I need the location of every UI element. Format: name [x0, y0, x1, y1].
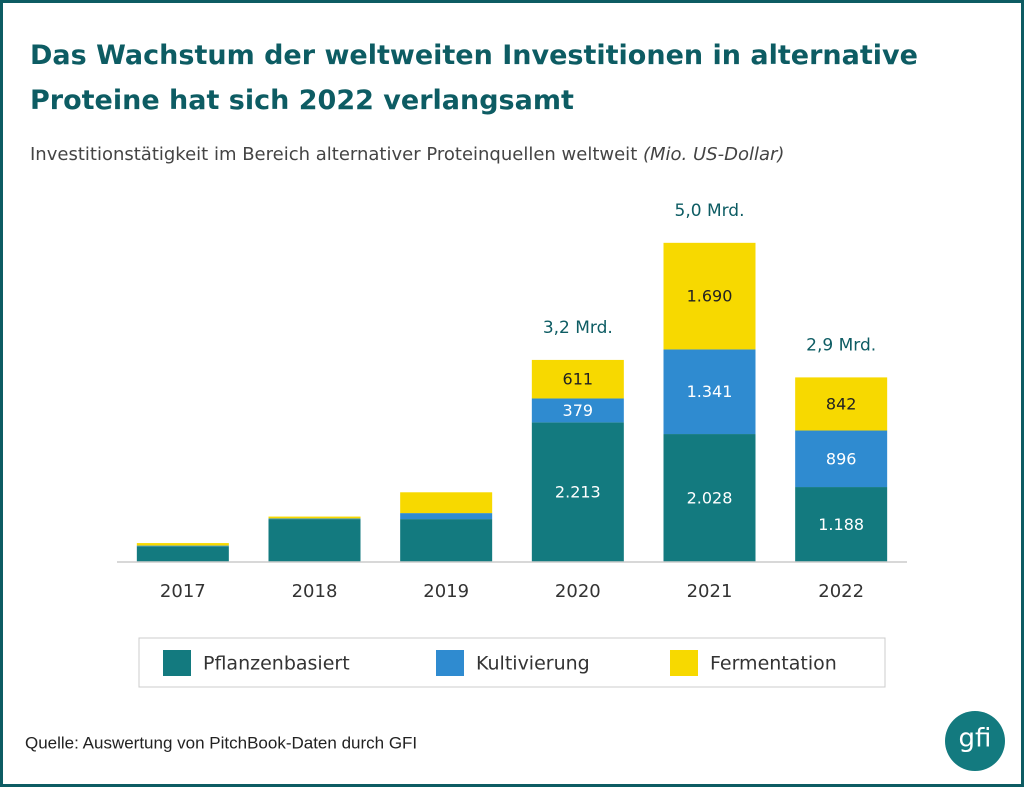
value-label: 842 — [826, 394, 857, 413]
chart-title: Das Wachstum der weltweiten Investitione… — [30, 40, 918, 116]
total-label: 3,2 Mrd. — [543, 318, 613, 338]
legend-swatch — [670, 650, 698, 676]
x-tick-label: 2022 — [818, 581, 864, 602]
legend-label: Fermentation — [710, 653, 837, 675]
legend-swatch — [436, 650, 464, 676]
x-tick-label: 2021 — [687, 581, 733, 602]
subtitle-text: Investitionstätigkeit im Bereich alterna… — [30, 144, 637, 165]
bar-segment — [663, 434, 756, 562]
chart: Investitionstätigkeit im Bereich alterna… — [25, 144, 1005, 771]
logo-text: gfi — [959, 724, 992, 754]
value-label: 2.028 — [687, 489, 733, 508]
value-label: 896 — [826, 449, 857, 468]
total-label: 2,9 Mrd. — [806, 335, 876, 355]
value-label: 379 — [563, 401, 594, 420]
total-label: 5,0 Mrd. — [675, 201, 745, 221]
bar-segment — [531, 422, 624, 562]
logo-circle — [945, 711, 1005, 771]
bar-segment — [136, 545, 229, 547]
source: Quelle: Auswertung von PitchBook-Daten d… — [25, 733, 417, 752]
bar-segment — [663, 349, 756, 435]
subtitle-unit: (Mio. US-Dollar) — [643, 144, 784, 165]
legend-label: Pflanzenbasiert — [203, 653, 350, 675]
value-label: 2.213 — [555, 483, 601, 502]
bar-segment — [268, 518, 361, 520]
x-tick-label: 2020 — [555, 581, 601, 602]
legend-swatch — [163, 650, 191, 676]
bar-segment — [268, 516, 361, 519]
value-label: 1.341 — [687, 382, 733, 401]
bar-segment — [531, 398, 624, 423]
legend-label: Kultivierung — [476, 653, 590, 675]
bar-segment — [136, 546, 229, 562]
subtitle: Investitionstätigkeit im Bereich alterna… — [30, 144, 784, 165]
bar-segment — [795, 377, 888, 431]
bar-segment — [663, 242, 756, 350]
x-tick-label: 2017 — [160, 581, 206, 602]
value-label: 611 — [563, 370, 594, 389]
legend-box — [138, 637, 886, 688]
bar-segment — [136, 543, 229, 546]
bar-segment — [795, 430, 888, 488]
x-tick-label: 2018 — [292, 581, 338, 602]
value-label: 1.690 — [687, 287, 733, 306]
bar-segment — [795, 487, 888, 562]
bar-segment — [531, 359, 624, 399]
bar-segment — [268, 519, 361, 562]
value-label: 1.188 — [818, 515, 864, 534]
bar-segment — [400, 513, 493, 520]
x-tick-label: 2019 — [423, 581, 469, 602]
bar-segment — [400, 519, 493, 562]
bar-segment — [400, 492, 493, 514]
